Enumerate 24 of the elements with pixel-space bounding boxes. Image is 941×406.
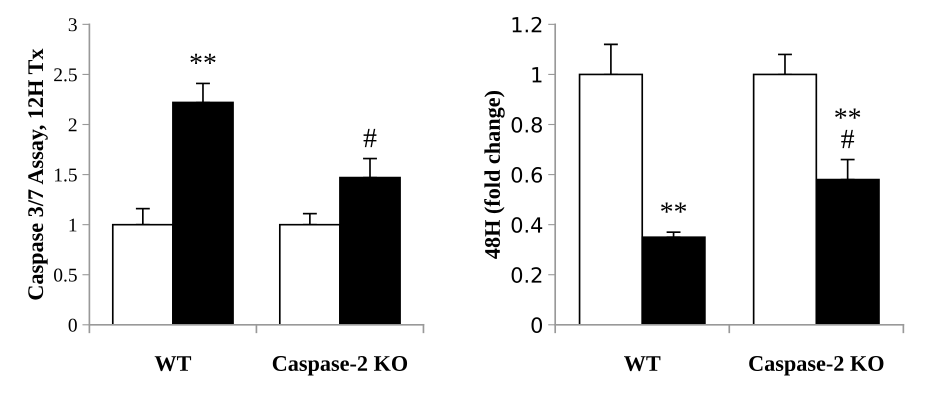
annotation: ** #: [835, 108, 860, 148]
y-axis-title: Caspase 3/7 Assay, 12H Tx: [28, 48, 48, 300]
x-tick-label: WT: [154, 356, 192, 372]
annotation: **: [190, 54, 216, 64]
y-tick-label: 0.2: [512, 267, 542, 283]
y-tick-label: 2.5: [54, 68, 77, 82]
y-tick-label: 3: [68, 18, 77, 32]
y-tick-label: 0.8: [512, 116, 542, 133]
x-tick-label: Caspase-2 KO: [749, 356, 884, 376]
y-axis-title: 48H (fold change): [484, 90, 505, 259]
x-tick-label: Caspase-2 KO: [272, 356, 408, 376]
y-tick-label: 1.2: [512, 16, 542, 32]
x-tick-label: WT: [624, 356, 660, 372]
y-tick-label: 0: [68, 318, 77, 332]
y-tick-label: 1: [532, 67, 542, 82]
y-tick-label: 0.6: [512, 167, 542, 183]
y-tick-label: 0.5: [54, 268, 77, 282]
y-tick-label: 2: [68, 118, 77, 132]
y-tick-label: 1.5: [54, 168, 77, 182]
y-tick-label: 0: [532, 317, 542, 334]
y-tick-label: 1: [70, 218, 76, 232]
annotation: #: [364, 128, 376, 148]
y-tick-label: 0.4: [512, 217, 542, 233]
annotation: **: [661, 202, 686, 213]
